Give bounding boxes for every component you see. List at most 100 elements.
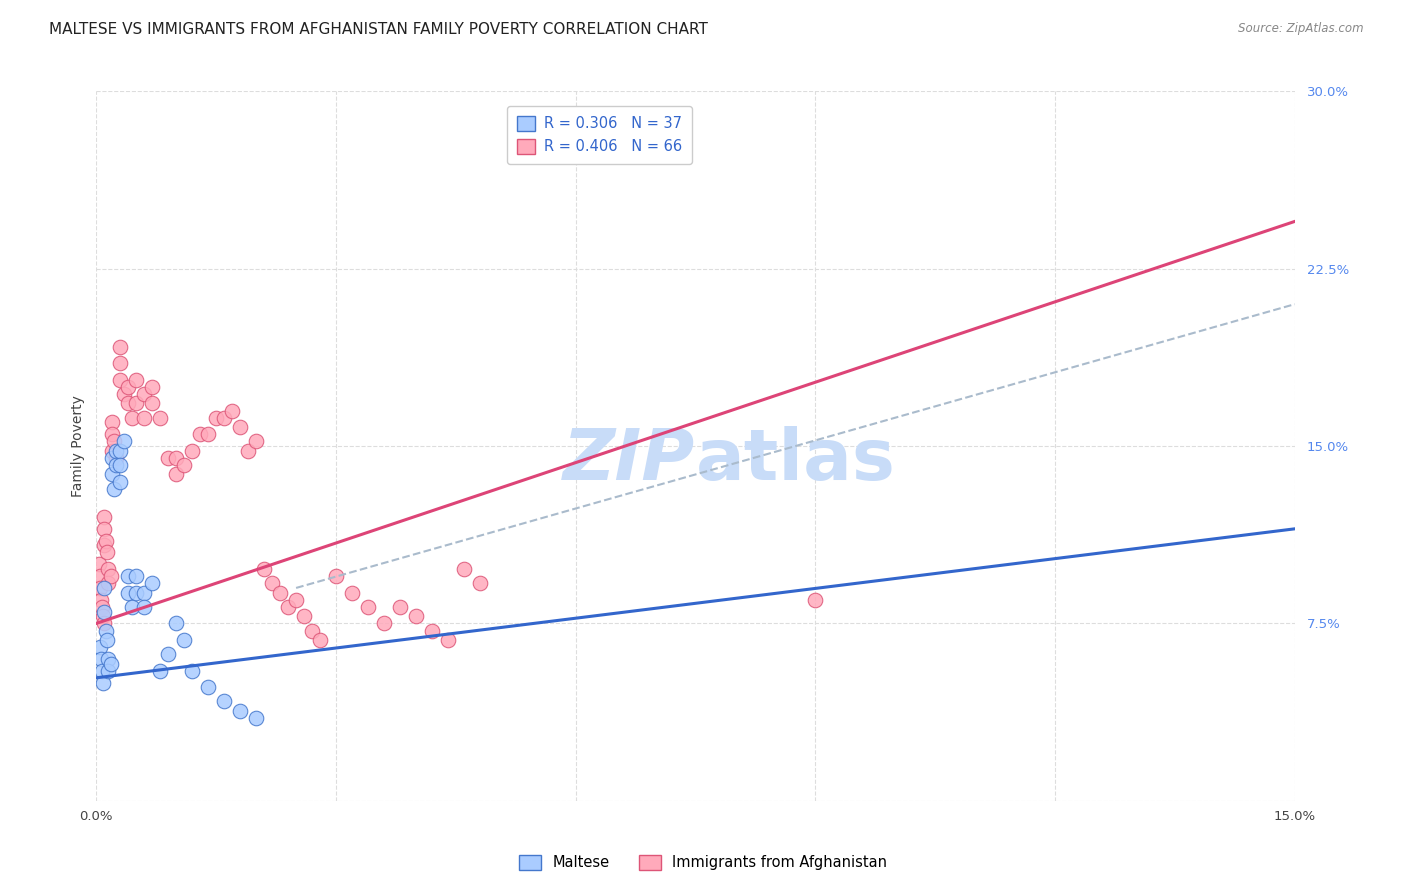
Point: [105, 450, 128, 465]
Point: [253, 562, 276, 576]
Point: [91, 675, 114, 690]
Point: [212, 694, 235, 708]
Point: [125, 569, 148, 583]
Point: [173, 458, 195, 472]
Point: [125, 585, 148, 599]
Point: [197, 427, 219, 442]
Point: [93, 605, 115, 619]
Point: [90, 592, 112, 607]
Point: [468, 576, 491, 591]
Point: [373, 616, 395, 631]
Point: [453, 562, 475, 576]
Point: [112, 387, 135, 401]
Point: [149, 410, 172, 425]
Point: [245, 711, 267, 725]
Point: [101, 443, 124, 458]
Point: [97, 576, 120, 591]
Point: [101, 467, 124, 482]
Point: [141, 576, 163, 591]
Point: [91, 664, 114, 678]
Point: [405, 609, 427, 624]
Point: [94, 624, 117, 638]
Point: [87, 558, 110, 572]
Point: [110, 373, 132, 387]
Point: [100, 569, 122, 583]
Legend: R = 0.306   N = 37, R = 0.406   N = 66: R = 0.306 N = 37, R = 0.406 N = 66: [508, 106, 692, 164]
Point: [165, 467, 187, 482]
Point: [236, 443, 259, 458]
Point: [89, 640, 111, 654]
Point: [165, 616, 187, 631]
Point: [197, 680, 219, 694]
Point: [292, 609, 315, 624]
Point: [173, 632, 195, 647]
Point: [134, 387, 156, 401]
Point: [117, 569, 139, 583]
Point: [101, 416, 124, 430]
Point: [165, 450, 187, 465]
Point: [91, 609, 114, 624]
Point: [157, 450, 180, 465]
Point: [93, 538, 115, 552]
Point: [229, 420, 252, 434]
Point: [101, 450, 124, 465]
Point: [125, 373, 148, 387]
Point: [157, 647, 180, 661]
Point: [262, 576, 284, 591]
Point: [100, 657, 122, 671]
Point: [117, 396, 139, 410]
Point: [134, 599, 156, 614]
Point: [94, 533, 117, 548]
Point: [221, 403, 243, 417]
Point: [229, 704, 252, 718]
Point: [141, 380, 163, 394]
Point: [309, 632, 332, 647]
Point: [103, 482, 125, 496]
Point: [103, 434, 125, 449]
Point: [325, 569, 347, 583]
Point: [420, 624, 443, 638]
Point: [804, 592, 827, 607]
Point: [205, 410, 228, 425]
Point: [181, 443, 204, 458]
Point: [105, 458, 128, 472]
Point: [110, 475, 132, 489]
Y-axis label: Family Poverty: Family Poverty: [72, 395, 86, 497]
Text: MALTESE VS IMMIGRANTS FROM AFGHANISTAN FAMILY POVERTY CORRELATION CHART: MALTESE VS IMMIGRANTS FROM AFGHANISTAN F…: [49, 22, 709, 37]
Point: [269, 585, 291, 599]
Point: [105, 443, 128, 458]
Point: [93, 581, 115, 595]
Point: [97, 664, 120, 678]
Point: [277, 599, 299, 614]
Point: [110, 340, 132, 354]
Point: [357, 599, 380, 614]
Point: [97, 652, 120, 666]
Point: [340, 585, 363, 599]
Point: [134, 410, 156, 425]
Point: [96, 632, 118, 647]
Text: Source: ZipAtlas.com: Source: ZipAtlas.com: [1239, 22, 1364, 36]
Point: [121, 599, 143, 614]
Point: [90, 652, 112, 666]
Point: [181, 664, 204, 678]
Point: [96, 545, 118, 559]
Point: [110, 356, 132, 370]
Point: [93, 616, 115, 631]
Point: [89, 581, 111, 595]
Point: [117, 585, 139, 599]
Point: [110, 458, 132, 472]
Point: [110, 443, 132, 458]
Point: [437, 632, 460, 647]
Point: [188, 427, 211, 442]
Point: [93, 522, 115, 536]
Point: [89, 569, 111, 583]
Point: [93, 510, 115, 524]
Point: [121, 410, 143, 425]
Text: atlas: atlas: [696, 425, 896, 495]
Point: [101, 427, 124, 442]
Point: [91, 599, 114, 614]
Point: [117, 380, 139, 394]
Point: [149, 664, 172, 678]
Point: [125, 396, 148, 410]
Point: [285, 592, 308, 607]
